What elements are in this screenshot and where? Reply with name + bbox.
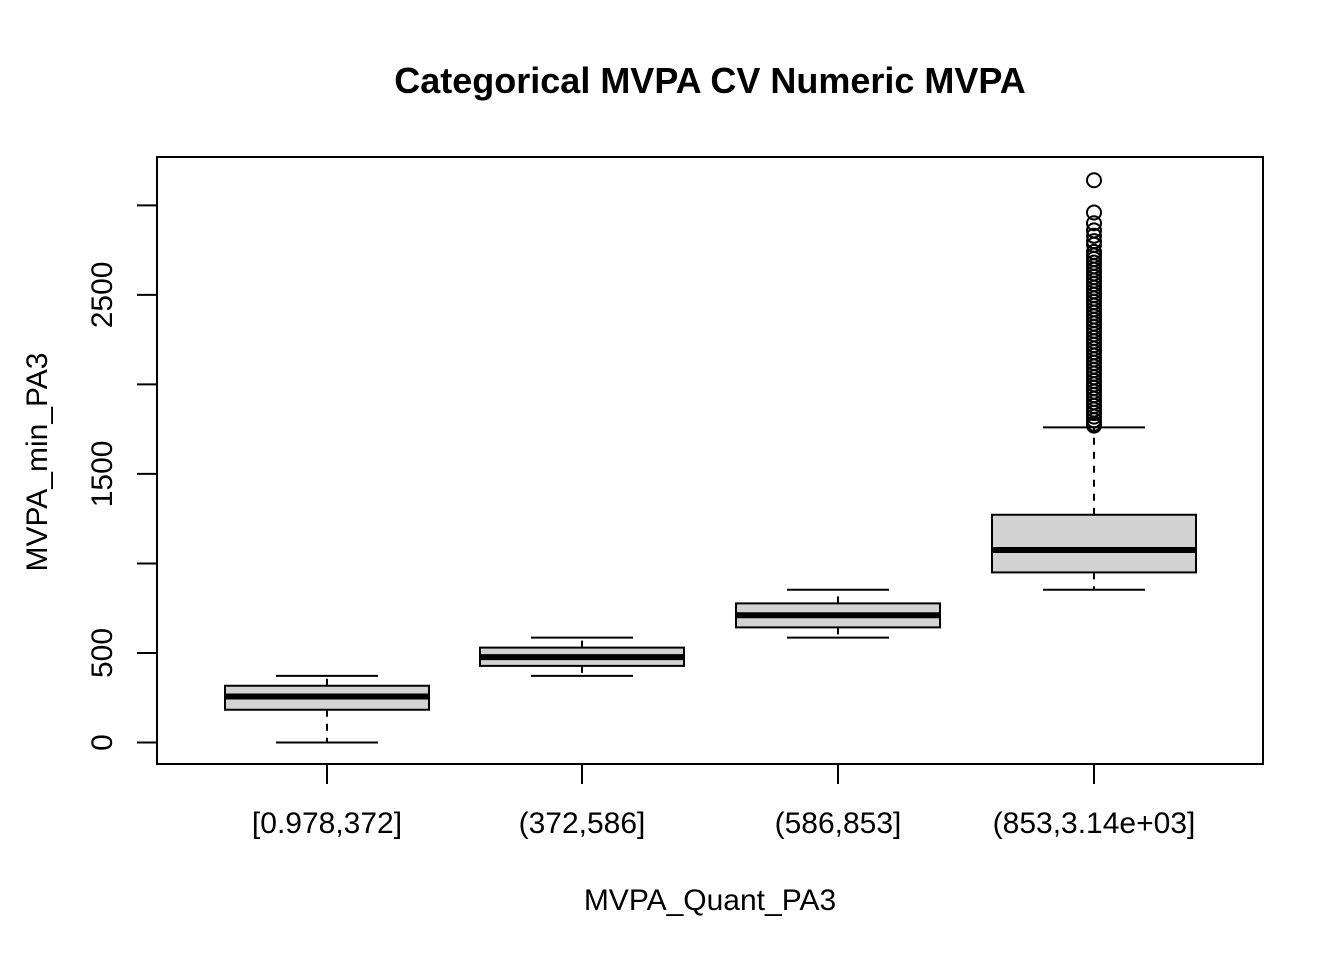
x-axis-label: MVPA_Quant_PA3	[584, 884, 836, 917]
outlier-point	[1086, 417, 1102, 434]
y-tick-label: 2500	[86, 261, 119, 328]
x-tick-label: [0.978,372]	[252, 807, 402, 840]
y-tick-label: 0	[86, 734, 119, 751]
y-tick-label: 1500	[86, 441, 119, 508]
box-2	[479, 636, 685, 677]
outlier-point	[1086, 215, 1102, 232]
y-axis-label: MVPA_min_PA3	[21, 353, 54, 572]
chart-title: Categorical MVPA CV Numeric MVPA	[394, 60, 1025, 101]
x-tick-label: (586,853]	[775, 807, 902, 840]
outlier-point	[1086, 204, 1102, 221]
x-tick-label: (372,586]	[519, 807, 646, 840]
x-axis: [0.978,372] (372,586] (586,853] (853,3.14e+…	[252, 763, 1196, 840]
x-tick-label: (853,3.14e+03]	[993, 807, 1196, 840]
outlier-point	[1086, 172, 1102, 189]
y-tick-label: 500	[86, 628, 119, 678]
box-iqr	[991, 513, 1197, 574]
box-4	[991, 172, 1197, 591]
box-group	[224, 172, 1197, 744]
outlier-point	[1086, 227, 1102, 244]
y-axis: 0 500 1500 2500	[86, 204, 158, 751]
box-3	[735, 588, 941, 639]
box-1	[224, 674, 430, 744]
